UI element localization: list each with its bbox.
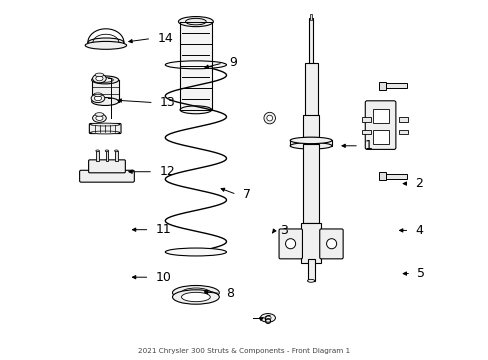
Ellipse shape — [264, 316, 270, 320]
Text: 1: 1 — [365, 139, 372, 152]
Text: 9: 9 — [228, 57, 236, 69]
Ellipse shape — [95, 113, 103, 116]
Text: 7: 7 — [242, 188, 250, 201]
Bar — [378, 82, 386, 90]
Ellipse shape — [90, 123, 120, 126]
Bar — [308, 18, 313, 65]
Bar — [303, 144, 318, 223]
Text: 2021 Chrysler 300 Struts & Components - Front Diagram 1: 2021 Chrysler 300 Struts & Components - … — [138, 347, 350, 354]
FancyBboxPatch shape — [319, 229, 343, 259]
Ellipse shape — [92, 74, 106, 83]
Bar — [361, 130, 370, 134]
Ellipse shape — [165, 61, 226, 69]
Ellipse shape — [105, 150, 108, 152]
Ellipse shape — [95, 73, 103, 77]
Bar — [398, 130, 407, 134]
Text: 5: 5 — [416, 267, 425, 280]
Text: 10: 10 — [155, 271, 171, 284]
Bar — [307, 259, 314, 281]
Text: 14: 14 — [157, 32, 173, 45]
Ellipse shape — [178, 17, 213, 27]
Ellipse shape — [94, 93, 102, 96]
Ellipse shape — [165, 248, 226, 256]
FancyBboxPatch shape — [88, 160, 125, 173]
Text: 6: 6 — [263, 314, 271, 327]
Circle shape — [266, 115, 272, 121]
Ellipse shape — [92, 114, 106, 122]
Bar — [105, 151, 108, 161]
Text: 4: 4 — [415, 224, 423, 237]
Ellipse shape — [96, 76, 103, 81]
Bar — [115, 151, 118, 161]
Ellipse shape — [91, 76, 119, 84]
Bar — [289, 140, 331, 146]
Ellipse shape — [181, 288, 210, 297]
Text: 3: 3 — [280, 224, 288, 237]
Ellipse shape — [172, 285, 219, 300]
Ellipse shape — [307, 279, 314, 282]
Ellipse shape — [91, 94, 104, 103]
Bar — [96, 151, 99, 161]
Ellipse shape — [181, 292, 210, 302]
Ellipse shape — [91, 98, 119, 105]
Ellipse shape — [289, 137, 331, 144]
Bar — [398, 117, 407, 122]
Ellipse shape — [97, 78, 113, 82]
Bar — [304, 63, 317, 119]
Text: 11: 11 — [155, 223, 171, 236]
Ellipse shape — [94, 96, 102, 100]
Bar — [385, 174, 407, 179]
Text: 2: 2 — [415, 177, 423, 190]
Bar — [372, 130, 387, 144]
Ellipse shape — [85, 41, 126, 49]
FancyBboxPatch shape — [365, 101, 395, 149]
Bar — [378, 172, 386, 180]
Circle shape — [326, 239, 336, 249]
Bar — [180, 22, 211, 110]
Circle shape — [264, 112, 275, 124]
Text: 12: 12 — [159, 165, 175, 178]
Ellipse shape — [96, 150, 99, 152]
Ellipse shape — [260, 314, 275, 322]
Bar — [372, 109, 387, 123]
Bar — [303, 115, 318, 137]
Bar — [91, 80, 119, 102]
Ellipse shape — [172, 290, 219, 304]
Circle shape — [285, 239, 295, 249]
Ellipse shape — [185, 18, 206, 25]
Bar — [385, 83, 407, 88]
Text: 8: 8 — [226, 287, 234, 300]
Ellipse shape — [180, 106, 211, 114]
FancyBboxPatch shape — [89, 123, 121, 134]
Ellipse shape — [90, 131, 120, 134]
Text: 13: 13 — [159, 96, 175, 109]
FancyBboxPatch shape — [80, 170, 134, 182]
FancyBboxPatch shape — [279, 229, 302, 259]
Ellipse shape — [88, 38, 123, 47]
Bar — [309, 14, 311, 20]
Bar — [301, 223, 321, 263]
Ellipse shape — [96, 116, 103, 120]
Ellipse shape — [289, 143, 331, 149]
Bar — [361, 117, 370, 122]
Ellipse shape — [114, 150, 118, 152]
